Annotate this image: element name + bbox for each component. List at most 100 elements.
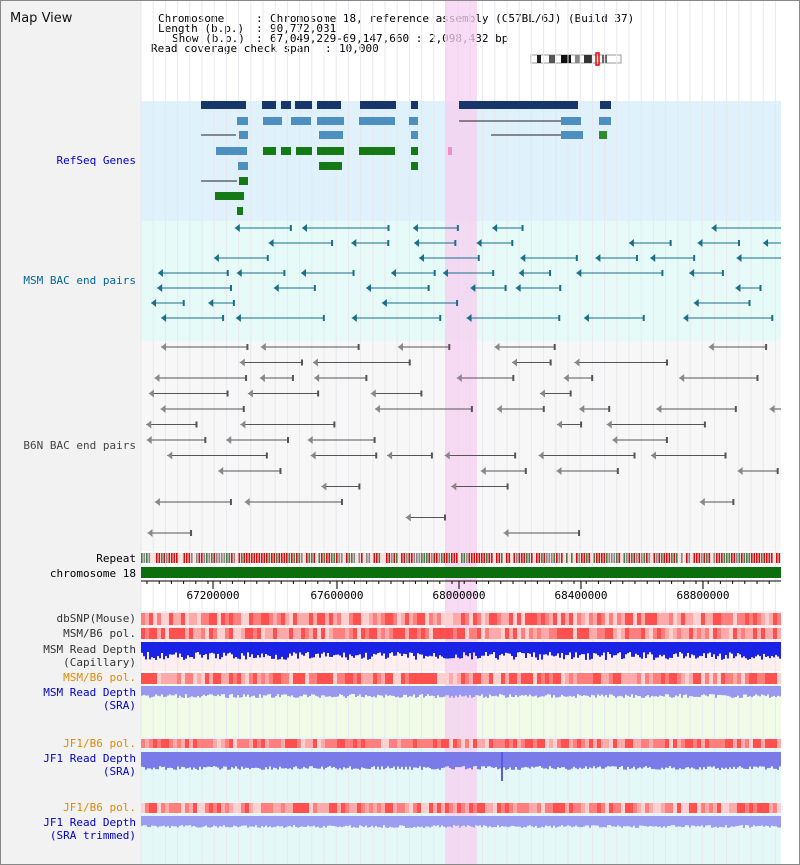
msm-sra-depth-bar bbox=[393, 686, 395, 697]
msm-sra-depth-bar bbox=[157, 686, 159, 696]
msm-pol-heat-cell bbox=[317, 628, 321, 639]
msm-pol2-heat-cell bbox=[573, 673, 577, 684]
gene-feature bbox=[411, 147, 418, 155]
jf1-sra-depth-bar bbox=[205, 752, 207, 768]
jf1-pol-heat-cell bbox=[405, 739, 409, 748]
msm-pol2-heat-cell bbox=[437, 673, 441, 684]
jf1-trimmed-depth-bar bbox=[603, 816, 605, 828]
length-value: 90,772,031 bbox=[270, 22, 337, 35]
jf1-trimmed-depth-bar bbox=[669, 816, 671, 826]
msm-capillary-depth-bar bbox=[249, 642, 251, 657]
msm-b6-pol-label[interactable]: MSM/B6 pol. bbox=[63, 627, 136, 640]
msm-sra-depth-bar bbox=[561, 686, 563, 695]
jf1-b6-pol2-label[interactable]: JF1/B6 pol. bbox=[63, 801, 136, 814]
jf1-pol2-heat-cell bbox=[741, 803, 745, 813]
refseq-genes-label[interactable]: RefSeq Genes bbox=[56, 154, 136, 167]
dbsnp-heat-cell bbox=[297, 613, 301, 625]
msm-capillary-depth-bar bbox=[369, 642, 371, 659]
jf1-pol2-heat-cell bbox=[141, 803, 145, 813]
msm-pol2-heat-cell bbox=[305, 673, 309, 684]
jf1-pol-heat-cell bbox=[261, 739, 265, 748]
msm-sra-depth-bar bbox=[317, 686, 319, 697]
dbsnp-heat-cell bbox=[705, 613, 709, 625]
axis-tick-label: 68400000 bbox=[554, 589, 608, 602]
msm-capillary-depth-bar bbox=[279, 642, 281, 660]
jf1-sra-depth-bar bbox=[631, 752, 633, 769]
repeat-mark bbox=[331, 553, 333, 563]
jf1-trimmed-depth-bar bbox=[347, 816, 349, 826]
jf1-sra-depth-bar bbox=[561, 752, 563, 768]
jf1-pol2-heat-cell bbox=[685, 803, 689, 813]
jf1-trimmed-depth-bar bbox=[287, 816, 289, 827]
repeat-mark bbox=[401, 553, 403, 563]
msm-capillary-depth-bar bbox=[507, 642, 509, 654]
gene-feature bbox=[317, 101, 341, 109]
jf1-pol-heat-cell bbox=[389, 739, 393, 748]
msm-pol-heat-cell bbox=[393, 628, 397, 639]
jf1-trimmed-depth-bar bbox=[459, 816, 461, 828]
bac-end-marker bbox=[381, 299, 387, 307]
msm-sra-depth-bar bbox=[659, 686, 661, 696]
msm-pol-heat-cell bbox=[225, 628, 229, 639]
dbsnp-heat-cell bbox=[589, 613, 593, 625]
msm-sra-depth-bar bbox=[509, 686, 511, 695]
msm-sra-depth-bar bbox=[449, 686, 451, 698]
msm-capillary-depth-bar bbox=[639, 642, 641, 658]
repeat-mark bbox=[293, 553, 296, 563]
dbsnp-heat-cell bbox=[453, 613, 457, 625]
msm-capillary-depth-bar bbox=[517, 642, 519, 653]
jf1-sra-depth-bar bbox=[719, 752, 721, 770]
jf1-trimmed-depth-bar bbox=[637, 816, 639, 828]
msm-capillary-depth-bar bbox=[731, 642, 733, 654]
msm-sra-depth-bar bbox=[373, 686, 375, 697]
gene-feature bbox=[239, 131, 248, 139]
msm-sra-depth-bar bbox=[653, 686, 655, 697]
repeat-mark bbox=[166, 553, 168, 563]
jf1-depth-label[interactable]: JF1 Read Depth bbox=[43, 752, 136, 765]
msm-capillary-depth-bar bbox=[439, 642, 441, 656]
msm-capillary-depth-bar bbox=[557, 642, 559, 654]
msm-depth-sra-label[interactable]: MSM Read Depth bbox=[43, 686, 136, 699]
jf1-sra-depth-bar bbox=[779, 752, 781, 767]
msm-sra-depth-bar bbox=[299, 686, 301, 697]
repeat-mark bbox=[703, 553, 706, 563]
dbsnp-heat-cell bbox=[597, 613, 601, 625]
gene-feature bbox=[238, 162, 248, 170]
dbsnp-heat-cell bbox=[409, 613, 413, 625]
msm-depth-capillary-label[interactable]: MSM Read Depth bbox=[43, 643, 136, 656]
jf1-pol2-heat-cell bbox=[709, 803, 713, 813]
msm-capillary-depth-bar bbox=[611, 642, 613, 658]
msm-bac-label[interactable]: MSM BAC end pairs bbox=[23, 274, 136, 287]
dbsnp-heat-cell bbox=[689, 613, 693, 625]
b6n-bac-label[interactable]: B6N BAC end pairs bbox=[23, 439, 136, 452]
msm-b6-pol2-label[interactable]: MSM/B6 pol. bbox=[63, 671, 136, 684]
msm-capillary-depth-bar bbox=[251, 642, 253, 655]
b6n-end-marker bbox=[279, 468, 282, 474]
jf1-pol2-heat-cell bbox=[597, 803, 601, 813]
jf1-pol2-heat-cell bbox=[321, 803, 325, 813]
msm-capillary-depth-bar bbox=[555, 642, 557, 656]
dbsnp-heat-cell bbox=[281, 613, 285, 625]
msm-capillary-depth-bar bbox=[667, 642, 669, 660]
jf1-sra-depth-bar bbox=[757, 752, 759, 768]
jf1-pol-heat-cell bbox=[533, 739, 537, 748]
msm-capillary-depth-bar bbox=[687, 642, 689, 653]
jf1-trimmed-depth-bar bbox=[607, 816, 609, 826]
jf1-sra-depth-bar bbox=[437, 752, 439, 769]
jf1-trimmed-depth-bar bbox=[569, 816, 571, 826]
repeat-mark bbox=[278, 553, 281, 563]
jf1-trimmed-depth-bar bbox=[543, 816, 545, 828]
msm-pol-heat-cell bbox=[433, 628, 437, 639]
jf1-trimmed-label[interactable]: JF1 Read Depth bbox=[43, 816, 136, 829]
dbsnp-heat-cell bbox=[641, 613, 645, 625]
msm-pol-heat-cell bbox=[557, 628, 561, 639]
dbsnp-label[interactable]: dbSNP(Mouse) bbox=[56, 612, 136, 625]
msm-pol2-heat-cell bbox=[249, 673, 253, 684]
jf1-sra-depth-bar bbox=[449, 752, 451, 768]
jf1-b6-pol-label[interactable]: JF1/B6 pol. bbox=[63, 737, 136, 750]
msm-sra-depth-bar bbox=[473, 686, 475, 697]
repeat-mark bbox=[718, 553, 721, 563]
jf1-pol2-heat-cell bbox=[693, 803, 697, 813]
jf1-sra-depth-bar bbox=[623, 752, 625, 770]
